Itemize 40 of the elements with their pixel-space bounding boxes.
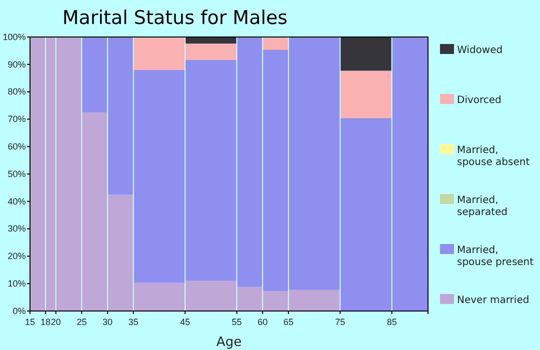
y-tick-label: 70% (8, 114, 26, 124)
legend-entry: Divorced (440, 94, 502, 106)
x-tick-label: 60 (258, 317, 268, 328)
legend-label: Married, separated (457, 195, 508, 218)
legend-entry: Married, separated (440, 194, 508, 218)
bar (185, 37, 237, 44)
legend-label: Divorced (457, 95, 502, 106)
bar (340, 37, 392, 71)
y-tick-label: 80% (8, 86, 26, 97)
legend-label: Married, spouse absent (457, 145, 530, 168)
bar (340, 70, 392, 118)
x-tick-label: 20 (50, 317, 61, 328)
y-tick-label: 50% (8, 168, 26, 179)
legend-label: Married, spouse present (457, 245, 534, 268)
x-tick-label: 65 (283, 317, 294, 328)
x-tick-label: 45 (180, 317, 190, 328)
y-tick-label: 60% (8, 141, 26, 152)
legend-entry: Widowed (440, 44, 503, 56)
x-tick-label: 30 (102, 317, 113, 328)
x-tick-label: 75 (335, 317, 346, 328)
legend-label: Never married (457, 295, 530, 306)
legend-entry: Married, spouse present (440, 244, 534, 268)
y-tick-label: 30% (8, 224, 26, 234)
x-tick-label: 35 (128, 317, 138, 328)
x-tick-label: 15 (24, 317, 36, 328)
legend-entry: Married, spouse absent (440, 144, 530, 168)
x-axis-title: Age (216, 335, 242, 350)
x-tick-label: 25 (76, 317, 87, 328)
x-tick-label: 18 (40, 317, 51, 328)
y-tick-label: 100% (2, 32, 26, 42)
y-tick-label: 40% (8, 196, 26, 206)
legend-entry: Never married (440, 294, 530, 306)
y-tick-label: 90% (8, 59, 26, 70)
legend-label: Widowed (457, 45, 503, 56)
x-tick-label: 85 (386, 317, 397, 328)
y-tick-label: 0% (12, 306, 26, 316)
y-tick-label: 20% (8, 251, 26, 262)
y-tick-label: 10% (8, 278, 26, 288)
x-tick-label: 55 (232, 317, 242, 328)
chart-title: Marital Status for Males (62, 7, 288, 29)
